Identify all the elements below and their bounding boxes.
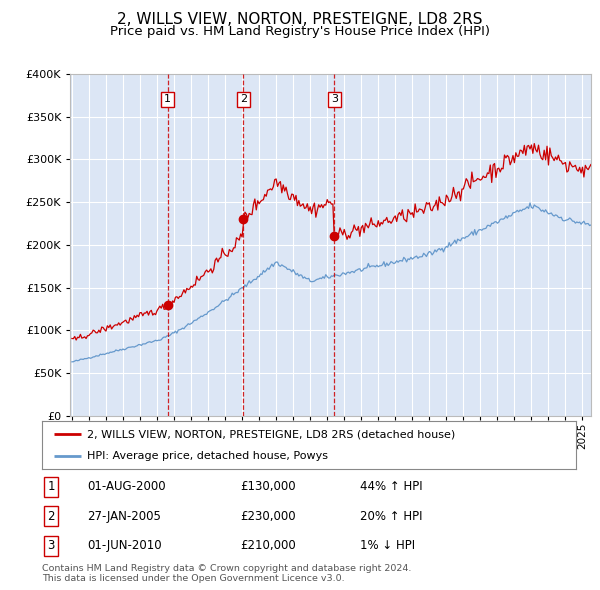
Text: 3: 3: [331, 94, 338, 104]
Text: 3: 3: [47, 539, 55, 552]
Text: 2: 2: [240, 94, 247, 104]
Text: 1% ↓ HPI: 1% ↓ HPI: [360, 539, 415, 552]
Text: 2, WILLS VIEW, NORTON, PRESTEIGNE, LD8 2RS (detached house): 2, WILLS VIEW, NORTON, PRESTEIGNE, LD8 2…: [87, 429, 455, 439]
Text: 2: 2: [47, 510, 55, 523]
Text: Contains HM Land Registry data © Crown copyright and database right 2024.
This d: Contains HM Land Registry data © Crown c…: [42, 563, 412, 583]
Text: 20% ↑ HPI: 20% ↑ HPI: [360, 510, 422, 523]
Text: £130,000: £130,000: [240, 480, 296, 493]
Text: £230,000: £230,000: [240, 510, 296, 523]
Text: 1: 1: [164, 94, 171, 104]
Text: 01-JUN-2010: 01-JUN-2010: [87, 539, 161, 552]
Text: HPI: Average price, detached house, Powys: HPI: Average price, detached house, Powy…: [87, 451, 328, 461]
Text: 27-JAN-2005: 27-JAN-2005: [87, 510, 161, 523]
Text: Price paid vs. HM Land Registry's House Price Index (HPI): Price paid vs. HM Land Registry's House …: [110, 25, 490, 38]
Text: £210,000: £210,000: [240, 539, 296, 552]
Text: 1: 1: [47, 480, 55, 493]
Text: 01-AUG-2000: 01-AUG-2000: [87, 480, 166, 493]
Text: 2, WILLS VIEW, NORTON, PRESTEIGNE, LD8 2RS: 2, WILLS VIEW, NORTON, PRESTEIGNE, LD8 2…: [117, 12, 483, 27]
Text: 44% ↑ HPI: 44% ↑ HPI: [360, 480, 422, 493]
